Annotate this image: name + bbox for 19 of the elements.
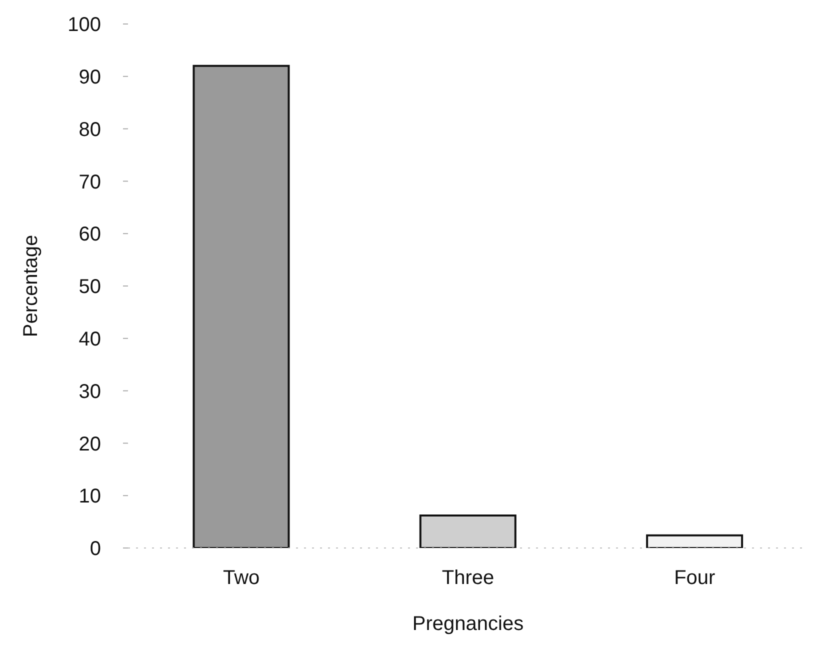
y-tick-label: 10 (78, 486, 101, 508)
y-axis-title: Percentage (20, 234, 42, 338)
bar (646, 534, 744, 548)
bar (419, 514, 516, 548)
y-tick-label: 80 (78, 118, 101, 141)
y-tick-label: 90 (78, 66, 101, 88)
y-tick-label: 30 (78, 380, 101, 403)
x-axis-title: Pregnancies (412, 613, 524, 635)
y-tick-label: 50 (78, 276, 101, 298)
y-tick-label: 40 (78, 328, 101, 350)
y-tick-label: 70 (78, 171, 101, 194)
bar (192, 64, 290, 548)
y-tick-label: 0 (90, 538, 101, 560)
y-tick-label: 60 (78, 224, 101, 246)
y-tick-label: 20 (78, 433, 101, 456)
y-tick-label: 100 (68, 14, 101, 36)
x-tick-label: Four (674, 567, 716, 590)
x-tick-label: Two (222, 567, 260, 590)
x-tick-label: Three (442, 567, 494, 590)
